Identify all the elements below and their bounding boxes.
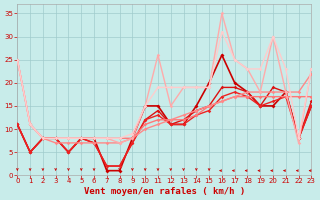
X-axis label: Vent moyen/en rafales ( km/h ): Vent moyen/en rafales ( km/h ) — [84, 187, 245, 196]
